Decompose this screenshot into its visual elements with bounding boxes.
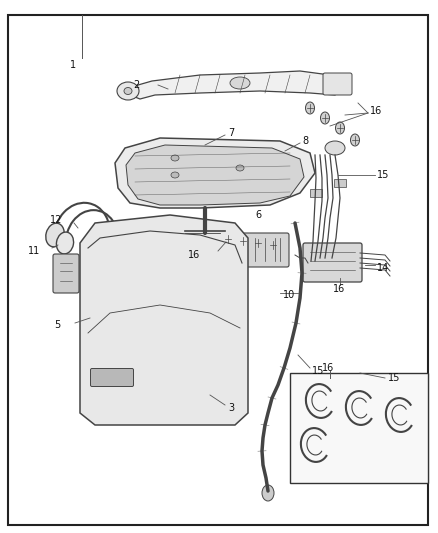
FancyBboxPatch shape — [53, 254, 79, 293]
Text: 15: 15 — [377, 170, 389, 180]
Text: 16: 16 — [333, 284, 345, 294]
Ellipse shape — [254, 237, 262, 249]
Ellipse shape — [350, 134, 360, 146]
Ellipse shape — [171, 155, 179, 161]
Text: 12: 12 — [49, 215, 62, 225]
Ellipse shape — [268, 239, 278, 251]
Ellipse shape — [305, 102, 314, 114]
Ellipse shape — [223, 233, 233, 245]
Ellipse shape — [321, 112, 329, 124]
Bar — [290, 373, 428, 483]
FancyBboxPatch shape — [91, 368, 134, 386]
FancyBboxPatch shape — [303, 243, 362, 282]
Text: 16: 16 — [322, 363, 334, 373]
Ellipse shape — [236, 165, 244, 171]
Text: 7: 7 — [228, 128, 234, 138]
Polygon shape — [115, 138, 315, 208]
Polygon shape — [80, 215, 248, 425]
Ellipse shape — [124, 87, 132, 94]
Ellipse shape — [46, 223, 64, 247]
Bar — [310, 189, 322, 197]
Text: 6: 6 — [255, 210, 261, 220]
Text: 10: 10 — [283, 290, 295, 300]
FancyBboxPatch shape — [323, 73, 352, 95]
Text: 8: 8 — [302, 136, 308, 146]
Text: 15: 15 — [312, 366, 325, 376]
Ellipse shape — [57, 232, 74, 254]
Polygon shape — [130, 71, 345, 99]
Text: 3: 3 — [228, 403, 234, 413]
Ellipse shape — [117, 82, 139, 100]
Ellipse shape — [325, 141, 345, 155]
Ellipse shape — [99, 231, 117, 255]
Text: 11: 11 — [28, 246, 40, 256]
Bar — [334, 179, 346, 187]
Text: 1: 1 — [70, 60, 76, 70]
Text: 15: 15 — [388, 373, 400, 383]
Text: 5: 5 — [54, 320, 60, 330]
Ellipse shape — [230, 77, 250, 89]
Ellipse shape — [336, 122, 345, 134]
Text: 2: 2 — [134, 80, 140, 90]
Polygon shape — [126, 145, 304, 205]
Text: 16: 16 — [370, 106, 382, 116]
Ellipse shape — [107, 237, 124, 259]
Text: 14: 14 — [377, 263, 389, 273]
Ellipse shape — [262, 485, 274, 501]
Ellipse shape — [171, 172, 179, 178]
Ellipse shape — [239, 235, 247, 247]
Text: 16: 16 — [188, 250, 200, 260]
FancyBboxPatch shape — [243, 233, 289, 267]
